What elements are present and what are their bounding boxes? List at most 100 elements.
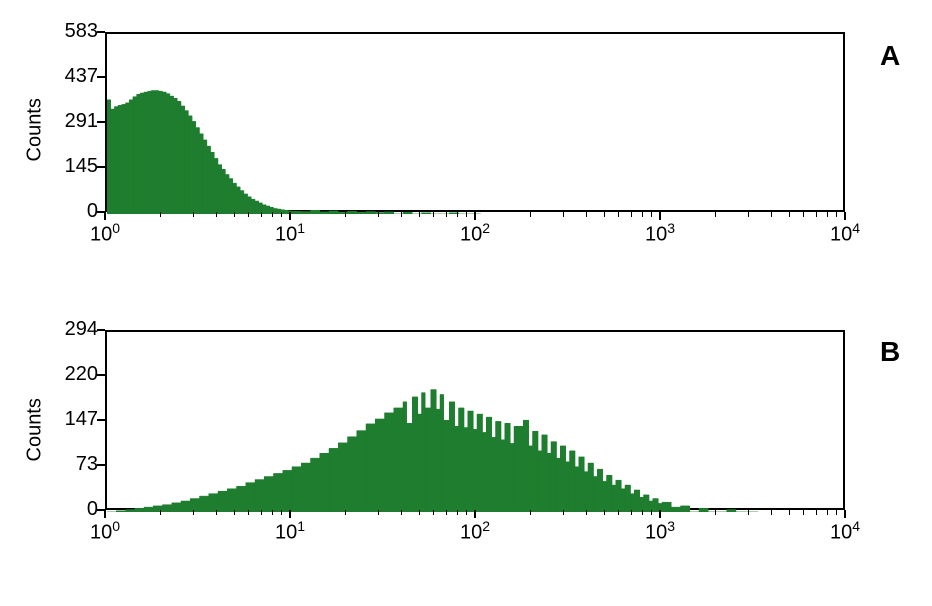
panel-a-label: A bbox=[880, 40, 900, 72]
x-tick-minor bbox=[378, 510, 379, 515]
x-tick-label: 104 bbox=[825, 220, 865, 247]
x-tick-minor bbox=[401, 510, 402, 515]
x-tick-major bbox=[659, 510, 661, 518]
x-tick-minor bbox=[827, 212, 828, 217]
x-tick-label: 103 bbox=[640, 518, 680, 545]
x-tick-minor bbox=[789, 212, 790, 217]
x-tick-label: 102 bbox=[455, 518, 495, 545]
x-tick-minor bbox=[446, 510, 447, 515]
x-tick-minor bbox=[748, 510, 749, 515]
x-tick-minor bbox=[836, 212, 837, 217]
x-tick-minor bbox=[563, 212, 564, 217]
y-tick-label: 220 bbox=[50, 363, 98, 386]
x-tick-minor bbox=[248, 510, 249, 515]
x-tick-label: 100 bbox=[85, 220, 125, 247]
x-tick-minor bbox=[631, 510, 632, 515]
x-tick-label: 102 bbox=[455, 220, 495, 247]
x-tick-minor bbox=[216, 510, 217, 515]
x-tick-minor bbox=[234, 510, 235, 515]
y-tick bbox=[97, 464, 105, 466]
x-tick-minor bbox=[586, 212, 587, 217]
x-tick-minor bbox=[586, 510, 587, 515]
x-tick-major bbox=[289, 212, 291, 220]
x-tick-major bbox=[289, 510, 291, 518]
x-tick-minor bbox=[789, 510, 790, 515]
y-tick bbox=[97, 121, 105, 123]
x-tick-minor bbox=[642, 212, 643, 217]
x-tick-minor bbox=[272, 212, 273, 217]
x-tick-minor bbox=[771, 510, 772, 515]
x-tick-minor bbox=[618, 510, 619, 515]
y-tick-label: 147 bbox=[50, 408, 98, 431]
y-tick-label: 291 bbox=[50, 110, 98, 133]
x-tick-minor bbox=[530, 510, 531, 515]
panel-a-plot bbox=[105, 32, 845, 212]
y-tick-label: 145 bbox=[50, 155, 98, 178]
x-tick-minor bbox=[419, 510, 420, 515]
x-tick-minor bbox=[433, 212, 434, 217]
x-tick-minor bbox=[816, 212, 817, 217]
x-tick-minor bbox=[530, 212, 531, 217]
panel-b-plot bbox=[105, 330, 845, 510]
x-tick-minor bbox=[651, 510, 652, 515]
x-tick-label: 100 bbox=[85, 518, 125, 545]
x-tick-minor bbox=[272, 510, 273, 515]
x-tick-minor bbox=[466, 510, 467, 515]
x-tick-minor bbox=[378, 212, 379, 217]
x-tick-major bbox=[104, 212, 106, 220]
x-tick-major bbox=[474, 510, 476, 518]
y-tick bbox=[97, 31, 105, 33]
y-tick bbox=[97, 329, 105, 331]
x-tick-minor bbox=[803, 510, 804, 515]
x-tick-minor bbox=[261, 212, 262, 217]
x-tick-minor bbox=[651, 212, 652, 217]
x-tick-minor bbox=[193, 510, 194, 515]
x-tick-minor bbox=[216, 212, 217, 217]
x-tick-minor bbox=[563, 510, 564, 515]
histogram bbox=[107, 332, 847, 512]
x-tick-minor bbox=[193, 212, 194, 217]
x-tick-major bbox=[474, 212, 476, 220]
x-tick-major bbox=[844, 212, 846, 220]
x-tick-label: 101 bbox=[270, 220, 310, 247]
x-tick-minor bbox=[631, 212, 632, 217]
histogram bbox=[107, 34, 847, 214]
x-tick-minor bbox=[401, 212, 402, 217]
x-tick-minor bbox=[446, 212, 447, 217]
x-tick-minor bbox=[836, 510, 837, 515]
x-tick-major bbox=[844, 510, 846, 518]
x-tick-minor bbox=[248, 212, 249, 217]
panel-b-ylabel: Counts bbox=[24, 382, 47, 462]
x-tick-minor bbox=[604, 212, 605, 217]
x-tick-minor bbox=[345, 212, 346, 217]
x-tick-minor bbox=[827, 510, 828, 515]
x-tick-minor bbox=[642, 510, 643, 515]
x-tick-minor bbox=[604, 510, 605, 515]
y-tick-label: 294 bbox=[50, 318, 98, 341]
x-tick-minor bbox=[345, 510, 346, 515]
x-tick-label: 103 bbox=[640, 220, 680, 247]
x-tick-minor bbox=[715, 510, 716, 515]
y-tick bbox=[97, 419, 105, 421]
x-tick-minor bbox=[160, 510, 161, 515]
y-tick bbox=[97, 374, 105, 376]
y-tick bbox=[97, 76, 105, 78]
x-tick-minor bbox=[457, 212, 458, 217]
x-tick-minor bbox=[281, 510, 282, 515]
panel-a-ylabel: Counts bbox=[24, 82, 47, 162]
y-tick-label: 437 bbox=[50, 65, 98, 88]
x-tick-minor bbox=[457, 510, 458, 515]
x-tick-minor bbox=[618, 212, 619, 217]
x-tick-minor bbox=[748, 212, 749, 217]
x-tick-minor bbox=[771, 212, 772, 217]
x-tick-minor bbox=[261, 510, 262, 515]
x-tick-minor bbox=[466, 212, 467, 217]
x-tick-label: 104 bbox=[825, 518, 865, 545]
panel-b-label: B bbox=[880, 336, 900, 368]
x-tick-minor bbox=[803, 212, 804, 217]
x-tick-major bbox=[659, 212, 661, 220]
x-tick-major bbox=[104, 510, 106, 518]
y-tick-label: 73 bbox=[50, 453, 98, 476]
x-tick-minor bbox=[281, 212, 282, 217]
x-tick-minor bbox=[816, 510, 817, 515]
